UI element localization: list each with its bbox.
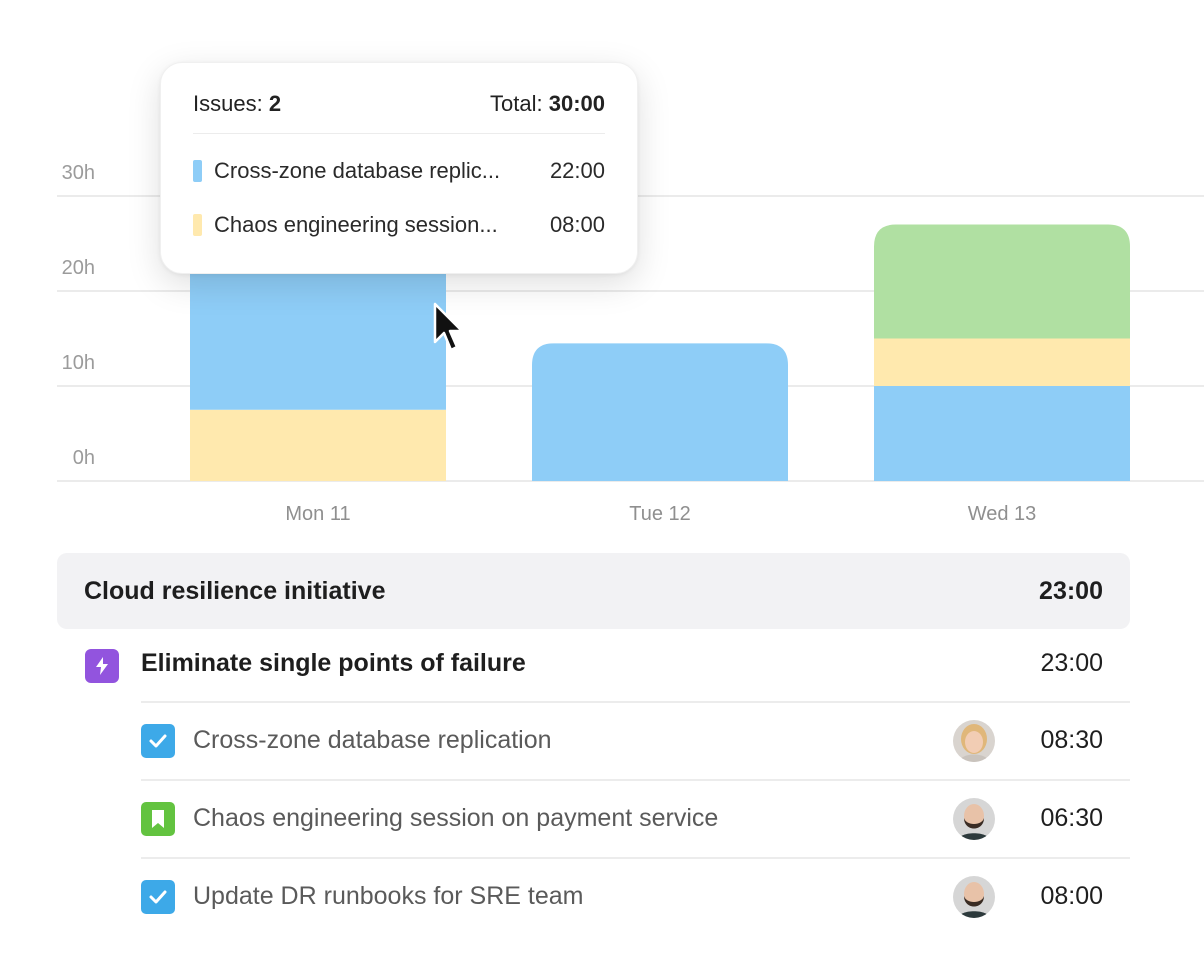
avatar[interactable] xyxy=(953,720,995,762)
y-tick-label: 30h xyxy=(62,162,95,184)
tooltip-row-value: 08:00 xyxy=(549,212,605,237)
x-tick-label: Tue 12 xyxy=(629,503,691,525)
bar-segment[interactable] xyxy=(874,224,1130,339)
tooltip-issues: Issues: 2 xyxy=(193,91,282,116)
mouse-pointer-icon xyxy=(433,302,464,352)
tooltip-row-value: 22:00 xyxy=(549,158,605,183)
checkbox-icon xyxy=(141,880,175,914)
lightning-icon xyxy=(85,649,119,683)
row-divider xyxy=(141,779,1130,781)
bar-segment[interactable] xyxy=(874,338,1130,387)
group-header[interactable]: Cloud resilience initiative 23:00 xyxy=(57,553,1130,629)
task-row[interactable]: Chaos engineering session on payment ser… xyxy=(141,781,1130,857)
tooltip-row-name: Cross-zone database replic... xyxy=(214,158,501,183)
epic-time: 23:00 xyxy=(1040,649,1103,677)
bar-segment[interactable] xyxy=(874,386,1130,481)
task-time: 08:00 xyxy=(1040,882,1103,910)
avatar[interactable] xyxy=(953,876,995,918)
chart-tooltip: Issues: 2 Total: 30:00 Cross-zone databa… xyxy=(160,62,638,274)
tooltip-row: Cross-zone database replic... 22:00 xyxy=(193,156,605,186)
tooltip-row-name: Chaos engineering session... xyxy=(214,212,498,237)
group-title: Cloud resilience initiative xyxy=(84,576,386,605)
x-tick-label: Wed 13 xyxy=(968,503,1037,525)
group-time: 23:00 xyxy=(1039,576,1103,605)
x-tick-label: Mon 11 xyxy=(285,503,350,525)
checkbox-icon xyxy=(141,724,175,758)
legend-swatch xyxy=(193,160,202,182)
task-title: Chaos engineering session on payment ser… xyxy=(193,804,719,832)
epic-row[interactable]: Eliminate single points of failure 23:00 xyxy=(57,629,1130,702)
task-time: 06:30 xyxy=(1040,804,1103,832)
tooltip-header: Issues: 2 Total: 30:00 xyxy=(193,89,605,119)
task-title: Cross-zone database replication xyxy=(193,726,552,754)
y-tick-label: 0h xyxy=(73,447,95,469)
avatar[interactable] xyxy=(953,798,995,840)
bar-segment[interactable] xyxy=(532,343,788,481)
tooltip-total: Total: 30:00 xyxy=(490,91,605,116)
bar-stack[interactable] xyxy=(532,343,788,481)
tooltip-row: Chaos engineering session... 08:00 xyxy=(193,210,605,240)
task-row[interactable]: Cross-zone database replication 08:30 xyxy=(141,703,1130,779)
y-tick-label: 10h xyxy=(62,352,95,374)
legend-swatch xyxy=(193,214,202,236)
y-tick-label: 20h xyxy=(62,257,95,279)
task-time: 08:30 xyxy=(1040,726,1103,754)
row-divider xyxy=(141,701,1130,703)
bookmark-icon xyxy=(141,802,175,836)
epic-title: Eliminate single points of failure xyxy=(141,649,526,677)
row-divider xyxy=(141,857,1130,859)
bar-stack[interactable] xyxy=(874,224,1130,482)
task-title: Update DR runbooks for SRE team xyxy=(193,882,584,910)
tooltip-divider xyxy=(193,133,605,134)
bar-segment[interactable] xyxy=(190,409,446,481)
task-row[interactable]: Update DR runbooks for SRE team 08:00 xyxy=(141,859,1130,935)
